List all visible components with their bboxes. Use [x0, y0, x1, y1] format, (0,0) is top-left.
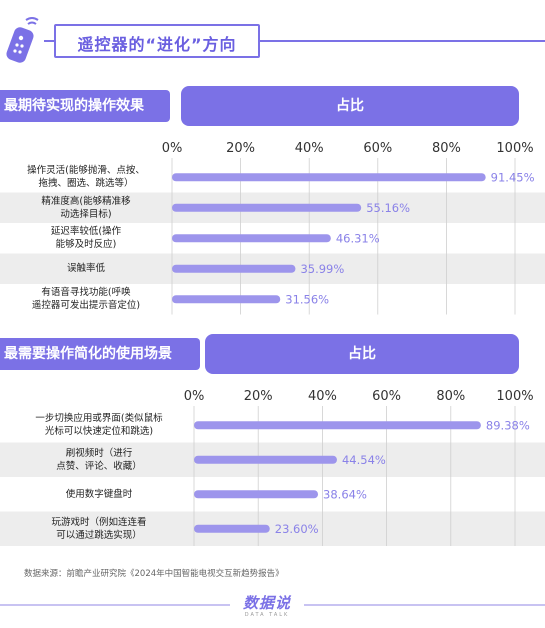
- x-tick-label: 100%: [496, 389, 533, 404]
- x-tick-label: 60%: [372, 389, 401, 404]
- category-label: 精准度高(能够精准移 动选择目标): [6, 195, 166, 221]
- category-label-line: 点赞、评论、收藏）: [56, 460, 142, 472]
- x-tick-label: 0%: [184, 389, 205, 404]
- category-label-line: 拖拽、圈选、跳选等）: [38, 178, 134, 190]
- category-label: 误触率低: [6, 262, 166, 275]
- bar-value-label: 35.99%: [300, 262, 344, 276]
- section2-chart: 0% 20% 40% 60% 80% 100% 89.38% 44.54% 38.64% 23.6…: [0, 378, 545, 550]
- section1-column-header: 占比: [181, 86, 519, 126]
- section1-label: 最期待实现的操作效果: [0, 90, 170, 122]
- category-label-line: 延迟率较低(操作: [50, 226, 122, 238]
- x-tick-label: 20%: [244, 389, 273, 404]
- x-tick-label: 0%: [162, 141, 183, 156]
- x-tick-label: 40%: [308, 389, 337, 404]
- bar-value-label: 46.31%: [336, 231, 380, 245]
- bar-value-label: 91.45%: [491, 170, 535, 184]
- header-divider: [44, 40, 545, 42]
- brand-logo: 数据说 DATA TALK: [230, 592, 304, 622]
- bar-value-label: 38.64%: [323, 487, 367, 501]
- bar: [172, 173, 486, 182]
- page-title: 遥控器的“进化”方向: [54, 24, 260, 58]
- bar: [194, 455, 337, 464]
- category-label-line: 一步切换应用或界面(类似鼠标: [35, 413, 163, 425]
- category-label: 一步切换应用或界面(类似鼠标 光标可以快速定位和跳选): [8, 412, 190, 438]
- category-label: 刷视频时（进行 点赞、评论、收藏）: [8, 447, 190, 473]
- x-tick-label: 40%: [295, 141, 324, 156]
- category-label: 有语音寻找功能(呼唤 遥控器可发出提示音定位): [6, 286, 166, 312]
- bar: [194, 524, 270, 533]
- bar: [194, 490, 319, 499]
- category-label-line: 操作灵活(能够抛滑、点按、: [27, 165, 145, 177]
- category-label-line: 光标可以快速定位和跳选): [44, 426, 154, 438]
- x-tick-label: 60%: [363, 141, 392, 156]
- x-tick-label: 80%: [432, 141, 461, 156]
- bar: [172, 203, 362, 212]
- category-label: 使用数字键盘时: [8, 488, 190, 501]
- category-label-line: 误触率低: [66, 263, 105, 275]
- category-label-line: 刷视频时（进行: [65, 447, 133, 459]
- category-label: 操作灵活(能够抛滑、点按、 拖拽、圈选、跳选等）: [6, 164, 166, 190]
- category-label-line: 遥控器可发出提示音定位): [31, 300, 141, 312]
- category-label-line: 使用数字键盘时: [65, 488, 133, 500]
- category-label-line: 动选择目标): [60, 208, 112, 220]
- category-label: 玩游戏时（例如连连看 可以通过跳选实现）: [8, 516, 190, 542]
- bar-value-label: 31.56%: [285, 292, 329, 306]
- bar-value-label: 44.54%: [342, 453, 386, 467]
- bar-value-label: 89.38%: [486, 418, 530, 432]
- category-label-line: 可以通过跳选实现）: [56, 529, 142, 541]
- section2-column-header: 占比: [205, 334, 519, 374]
- bar: [194, 421, 481, 430]
- bar: [172, 234, 331, 243]
- category-label-line: 有语音寻找功能(呼唤: [41, 287, 131, 299]
- x-tick-label: 100%: [496, 141, 533, 156]
- category-label-line: 玩游戏时（例如连连看: [51, 516, 147, 528]
- bar-value-label: 23.60%: [275, 522, 319, 536]
- category-label-line: 精准度高(能够精准移: [41, 195, 131, 207]
- category-label: 延迟率较低(操作 能够及时反应): [6, 225, 166, 251]
- brand-logo-text: 数据说: [242, 594, 291, 612]
- chart1-svg: 0% 20% 40% 60% 80% 100% 91.45% 55.16% 46.31% 35.9…: [0, 141, 545, 315]
- x-tick-label: 20%: [226, 141, 255, 156]
- brand-logo-subtext: DATA TALK: [244, 612, 290, 618]
- data-source: 数据来源：前瞻产业研究院《2024年中国智能电视交互新趋势报告》: [24, 569, 284, 579]
- chart2-svg: 0% 20% 40% 60% 80% 100% 89.38% 44.54% 38.64% 23.6…: [0, 389, 545, 546]
- x-tick-label: 80%: [436, 389, 465, 404]
- row-background: [0, 511, 545, 546]
- bar: [172, 295, 281, 304]
- remote-control-icon: [6, 14, 44, 66]
- bar-value-label: 55.16%: [366, 201, 410, 215]
- bar: [172, 264, 296, 273]
- section2-label: 最需要操作简化的使用场景: [0, 338, 200, 370]
- category-label-line: 能够及时反应): [55, 239, 117, 251]
- section1-chart: 0% 20% 40% 60% 80% 100% 91.45% 55.16% 46.31% 35.9…: [0, 130, 545, 316]
- page-title-text: 遥控器的“进化”方向: [77, 35, 237, 54]
